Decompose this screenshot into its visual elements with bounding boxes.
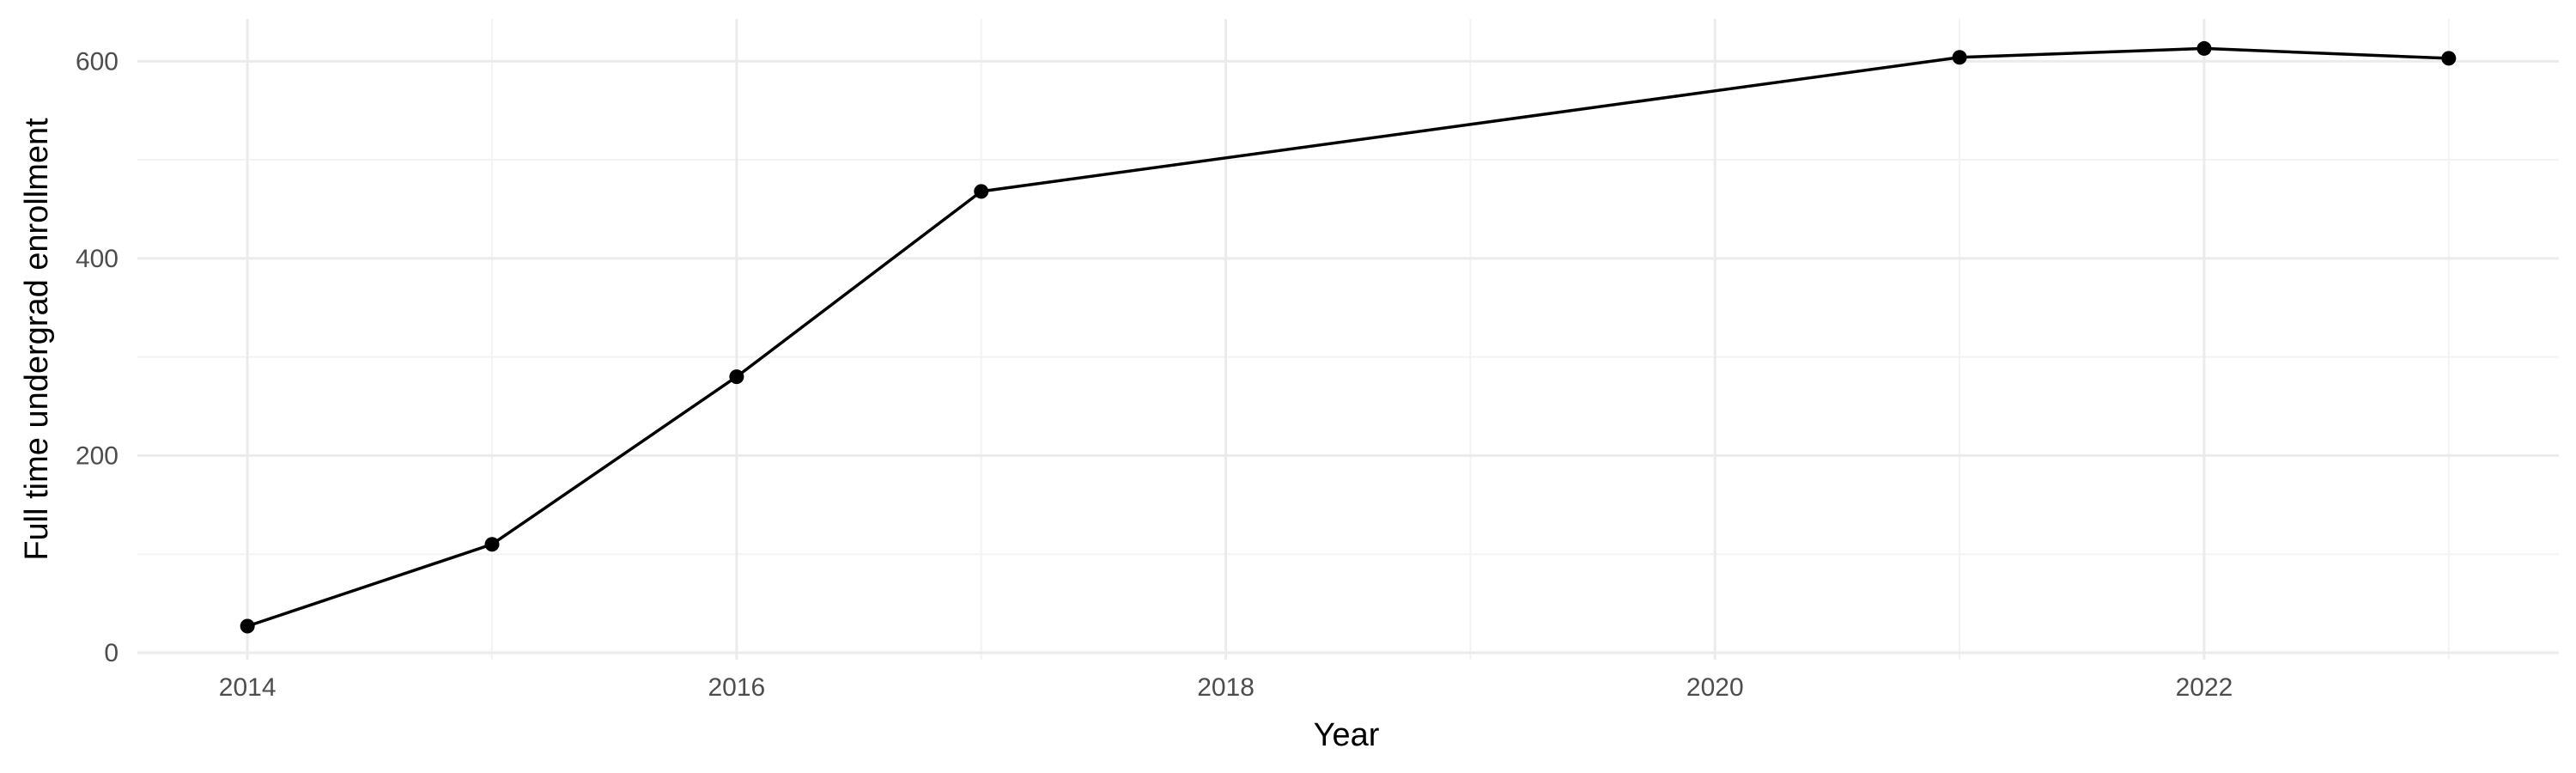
data-point [484, 537, 500, 552]
data-point [2441, 51, 2457, 66]
x-tick-label: 2016 [708, 673, 766, 702]
x-tick-label: 2020 [1686, 673, 1744, 702]
y-tick-label: 0 [104, 639, 118, 667]
series-line [246, 46, 2449, 628]
data-point [240, 618, 255, 634]
data-point [1952, 50, 1967, 65]
x-tick-label: 2018 [1197, 673, 1255, 702]
y-tick-label: 600 [76, 47, 118, 76]
grid-lines [137, 19, 2559, 660]
y-tick-label: 400 [76, 245, 118, 273]
x-tick-label: 2014 [219, 673, 276, 702]
series-layer [240, 40, 2457, 634]
y-tick-label: 200 [76, 441, 118, 470]
data-point [2196, 40, 2212, 56]
data-point [974, 184, 989, 199]
x-tick-label: 2022 [2176, 673, 2233, 702]
tick-labels: 2014 2016 2018 2020 2022 0 200 400 600 [76, 47, 2233, 702]
y-axis-title: Full time undergrad enrollment [19, 118, 55, 561]
data-point [729, 369, 744, 385]
x-axis-title: Year [1314, 717, 1380, 753]
